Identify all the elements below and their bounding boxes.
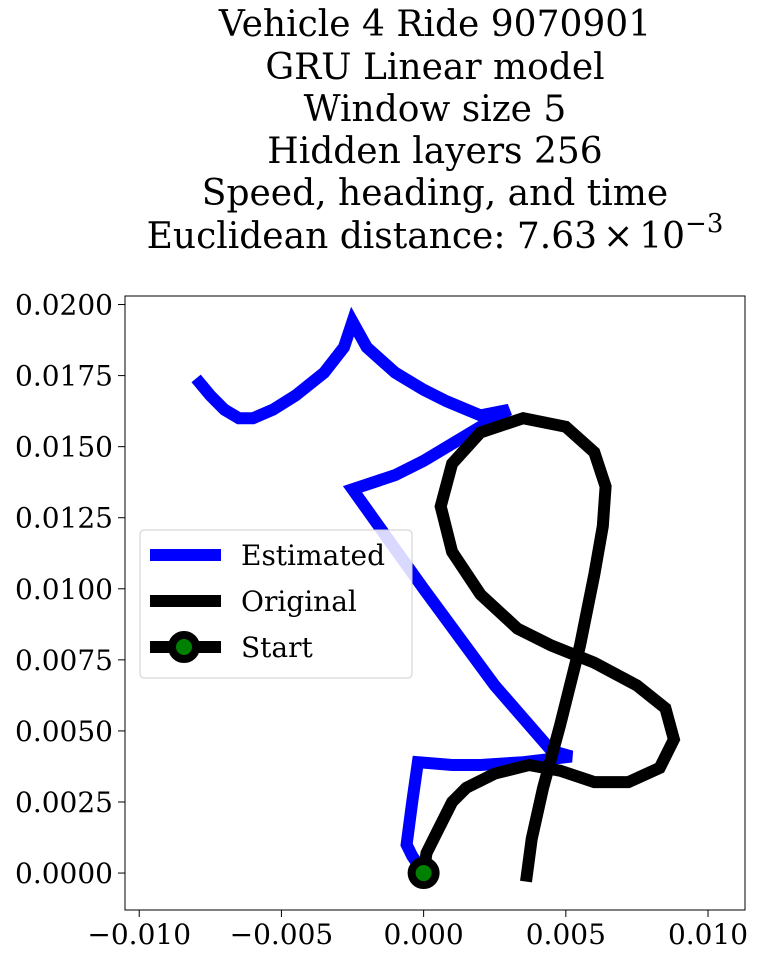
title-distance-exponent: −3 (685, 209, 723, 239)
title-line-2: GRU Linear model (265, 47, 604, 88)
chart-title: Vehicle 4 Ride 9070901 GRU Linear model … (147, 4, 724, 257)
axes-frame (124, 295, 746, 911)
y-tick-label: 0.0025 (15, 786, 113, 819)
title-line-1: Vehicle 4 Ride 9070901 (218, 4, 651, 45)
x-tick-label: −0.005 (230, 918, 334, 951)
title-distance-prefix: Euclidean distance: 7.63 (147, 216, 597, 257)
start-point-marker (407, 857, 440, 890)
y-tick-label: 0.0175 (15, 360, 113, 393)
y-tick-label: 0.0150 (15, 431, 113, 464)
y-tick-label: 0.0000 (15, 857, 113, 890)
legend-start-label: Start (241, 631, 314, 664)
title-distance-base: 10 (639, 216, 685, 257)
x-tick-label: 0.000 (384, 918, 464, 951)
x-tick-label: 0.010 (668, 918, 748, 951)
title-distance-times: × (603, 216, 633, 257)
legend: Estimated Original Start (139, 529, 413, 679)
plot-area (191, 306, 681, 890)
title-line-3: Window size 5 (304, 89, 567, 130)
y-tick-label: 0.0100 (15, 573, 113, 606)
y-tick-label: 0.0200 (15, 289, 113, 322)
title-line-5: Speed, heading, and time (202, 173, 668, 214)
x-tick-label: 0.005 (526, 918, 606, 951)
y-tick-label: 0.0075 (15, 644, 113, 677)
y-tick-label: 0.0050 (15, 715, 113, 748)
y-tick-label: 0.0125 (15, 502, 113, 535)
axes: −0.010 −0.005 0.000 0.005 0.010 0.0000 0.0025 0… (15, 289, 748, 951)
series-line-original (417, 412, 681, 883)
x-tick-label: −0.010 (87, 918, 191, 951)
legend-original-label: Original (241, 585, 357, 618)
legend-start-marker (168, 631, 200, 663)
legend-estimated-label: Estimated (241, 539, 385, 572)
title-line-4: Hidden layers 256 (267, 131, 602, 172)
title-line-6: Euclidean distance: 7.63 × 10−3 (147, 209, 724, 257)
